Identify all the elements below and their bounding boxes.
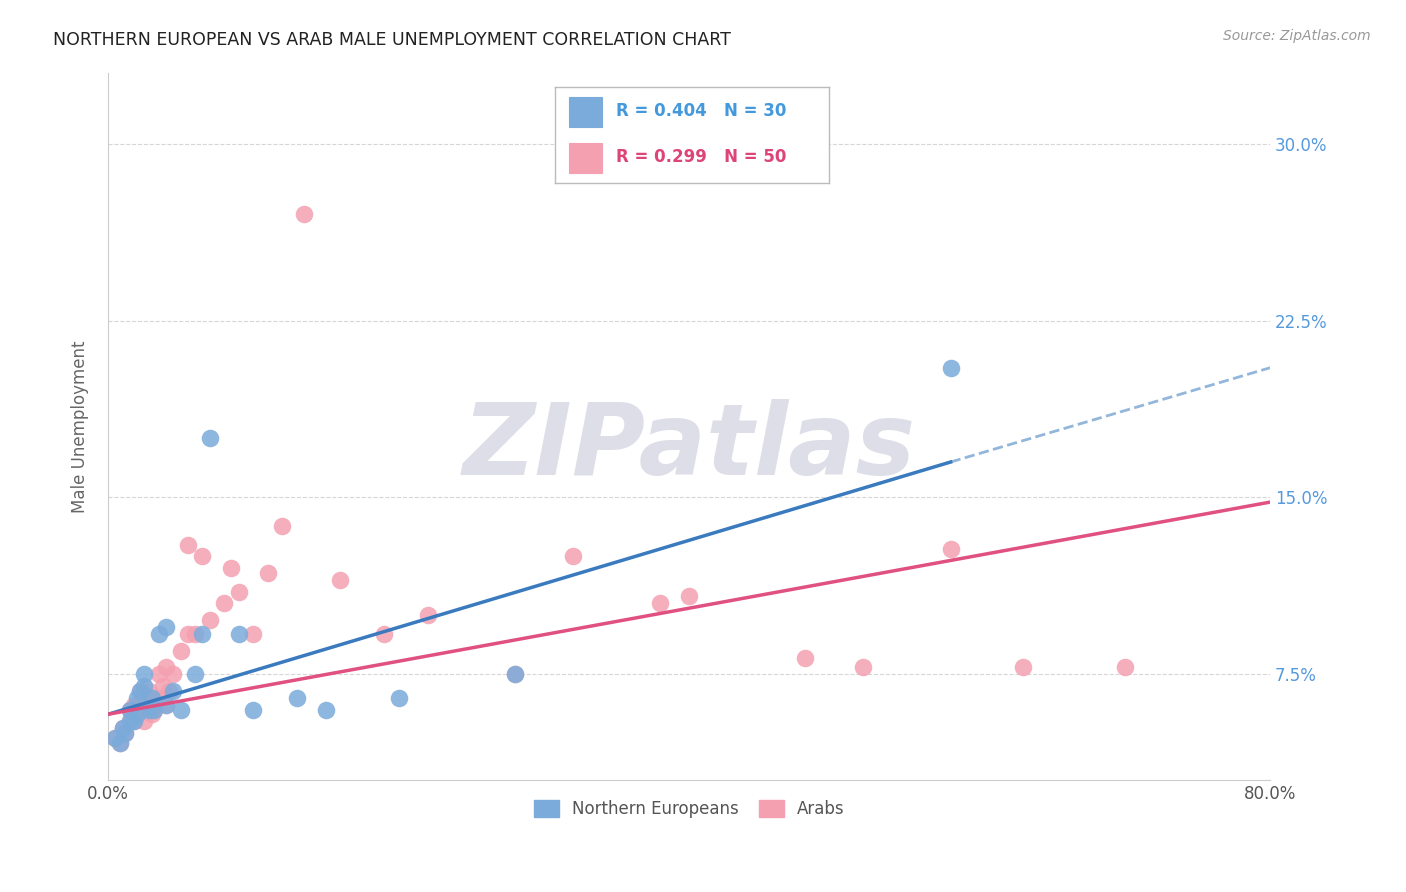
- Point: [114, 726, 136, 740]
- Point: [114, 726, 136, 740]
- Point: [155, 660, 177, 674]
- Point: [228, 584, 250, 599]
- Point: [221, 561, 243, 575]
- Point: [134, 714, 156, 729]
- Point: [134, 679, 156, 693]
- Point: [285, 690, 308, 705]
- Point: [177, 537, 200, 551]
- Point: [184, 627, 207, 641]
- Point: [242, 702, 264, 716]
- Point: [118, 714, 141, 729]
- Point: [373, 627, 395, 641]
- Point: [134, 667, 156, 681]
- Point: [152, 679, 174, 693]
- Point: [122, 714, 145, 729]
- Text: Source: ZipAtlas.com: Source: ZipAtlas.com: [1223, 29, 1371, 43]
- Point: [148, 667, 170, 681]
- Point: [191, 627, 214, 641]
- Point: [329, 573, 352, 587]
- Point: [228, 627, 250, 641]
- Point: [118, 714, 141, 729]
- Point: [141, 707, 163, 722]
- Point: [125, 690, 148, 705]
- Point: [794, 650, 817, 665]
- Point: [678, 590, 700, 604]
- Point: [129, 683, 152, 698]
- Point: [169, 643, 191, 657]
- Point: [315, 702, 337, 716]
- Point: [387, 690, 409, 705]
- Point: [648, 597, 671, 611]
- Point: [111, 722, 134, 736]
- Point: [416, 608, 439, 623]
- Point: [129, 698, 152, 712]
- Point: [141, 690, 163, 705]
- Point: [184, 667, 207, 681]
- Point: [1114, 660, 1136, 674]
- Point: [271, 518, 294, 533]
- Point: [122, 698, 145, 712]
- Point: [939, 360, 962, 375]
- Point: [162, 683, 184, 698]
- Point: [143, 702, 166, 716]
- Point: [561, 549, 583, 564]
- Point: [242, 627, 264, 641]
- Point: [292, 207, 315, 221]
- Point: [155, 698, 177, 712]
- Point: [118, 702, 141, 716]
- Point: [111, 722, 134, 736]
- Point: [141, 690, 163, 705]
- Point: [256, 566, 278, 580]
- Point: [138, 702, 160, 716]
- Point: [108, 735, 131, 749]
- Point: [148, 627, 170, 641]
- Text: ZIPatlas: ZIPatlas: [463, 400, 915, 496]
- Point: [118, 702, 141, 716]
- Point: [125, 707, 148, 722]
- Point: [108, 735, 131, 749]
- Point: [212, 597, 235, 611]
- Point: [198, 432, 221, 446]
- Point: [177, 627, 200, 641]
- Point: [155, 698, 177, 712]
- Point: [191, 549, 214, 564]
- Point: [169, 702, 191, 716]
- Y-axis label: Male Unemployment: Male Unemployment: [72, 341, 89, 513]
- Point: [138, 683, 160, 698]
- Point: [503, 667, 526, 681]
- Point: [104, 731, 127, 745]
- Point: [138, 702, 160, 716]
- Point: [148, 690, 170, 705]
- Point: [143, 702, 166, 716]
- Point: [155, 620, 177, 634]
- Point: [125, 707, 148, 722]
- Point: [122, 714, 145, 729]
- Point: [852, 660, 875, 674]
- Point: [129, 683, 152, 698]
- Point: [503, 667, 526, 681]
- Point: [134, 696, 156, 710]
- Point: [939, 542, 962, 557]
- Point: [157, 683, 180, 698]
- Legend: Northern Europeans, Arabs: Northern Europeans, Arabs: [527, 794, 851, 825]
- Point: [104, 731, 127, 745]
- Point: [198, 613, 221, 627]
- Text: NORTHERN EUROPEAN VS ARAB MALE UNEMPLOYMENT CORRELATION CHART: NORTHERN EUROPEAN VS ARAB MALE UNEMPLOYM…: [53, 31, 731, 49]
- Point: [1012, 660, 1035, 674]
- Point: [162, 667, 184, 681]
